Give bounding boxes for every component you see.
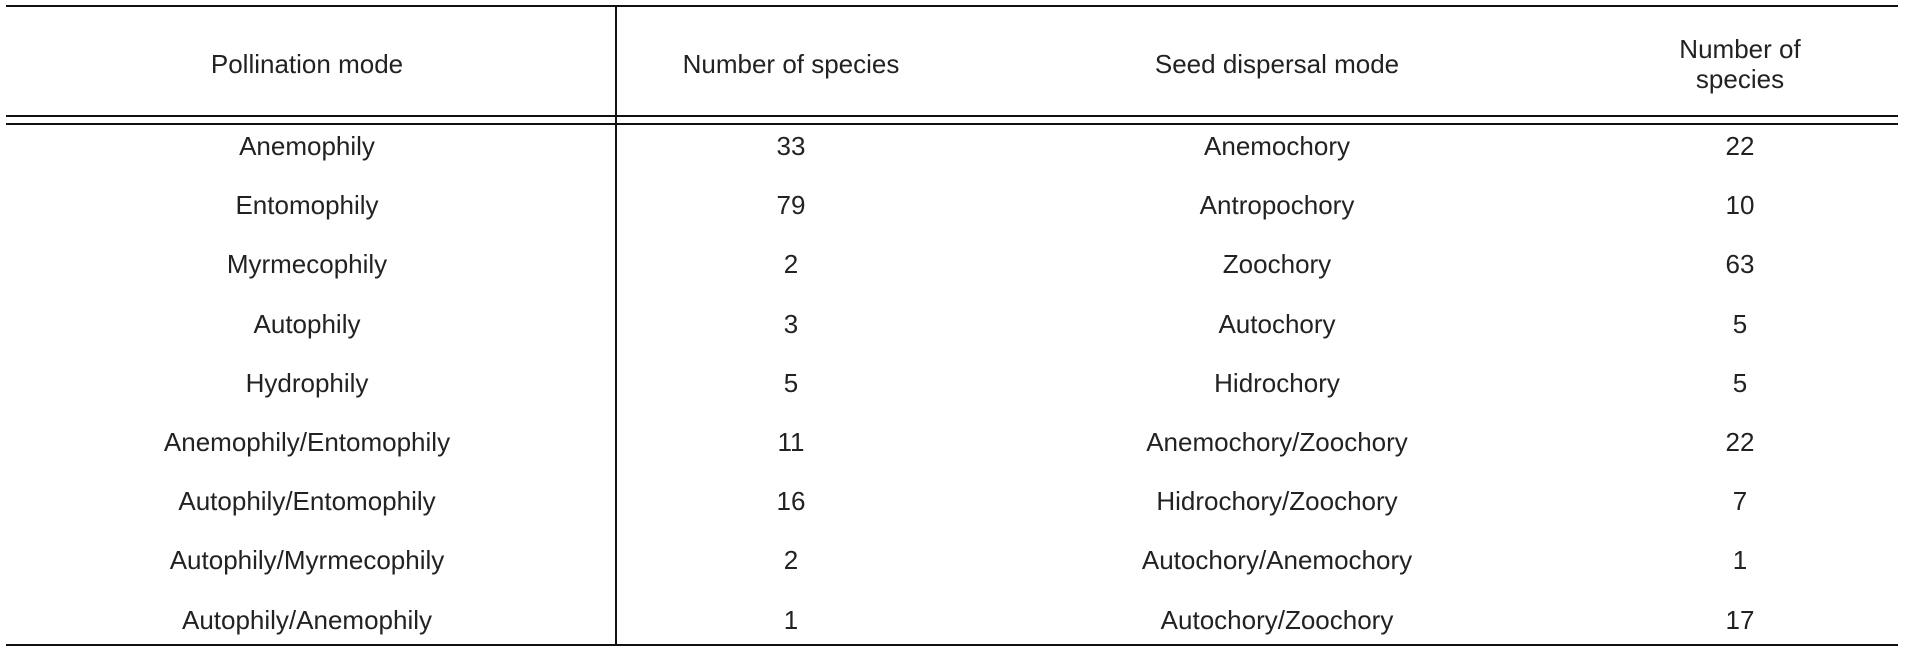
top-rule bbox=[6, 5, 1898, 7]
table-cell: 5 bbox=[783, 367, 799, 398]
table-cell: 5 bbox=[1732, 367, 1748, 398]
table-cell: Zoochory bbox=[1222, 249, 1332, 280]
table-cell: 22 bbox=[1725, 427, 1755, 457]
table-cell: 10 bbox=[1725, 190, 1755, 221]
table-cell: 33 bbox=[776, 131, 806, 161]
table-cell: Anemochory/Zoochory bbox=[1146, 427, 1408, 457]
column-divider bbox=[615, 5, 617, 646]
table-cell: Hidrochory bbox=[1214, 367, 1340, 398]
header-rule bbox=[6, 115, 1898, 117]
table-cell: Autophily/Anemophily bbox=[181, 604, 433, 635]
table-cell: Autochory bbox=[1218, 308, 1336, 339]
table-cell: Anemochory bbox=[1204, 131, 1350, 161]
header-cell: Seed dispersal mode bbox=[1154, 49, 1400, 79]
table-cell: 16 bbox=[776, 486, 806, 517]
table-cell: Entomophily bbox=[235, 190, 379, 221]
table-cell: 2 bbox=[783, 545, 799, 576]
table-cell: 17 bbox=[1725, 604, 1755, 635]
table-cell: 1 bbox=[783, 604, 799, 635]
header-cell: Number of species bbox=[1679, 34, 1801, 94]
table-cell: Autochory/Zoochory bbox=[1160, 604, 1394, 635]
table-cell: Autophily/Entomophily bbox=[178, 486, 436, 517]
table-cell: Autophily/Myrmecophily bbox=[169, 545, 445, 576]
table-cell: 7 bbox=[1732, 486, 1748, 517]
table-cell: Anemophily bbox=[239, 131, 375, 161]
table-cell: Autochory/Anemochory bbox=[1141, 545, 1413, 576]
header-rule bbox=[6, 123, 1898, 125]
table-cell: 79 bbox=[776, 190, 806, 221]
table-cell: Myrmecophily bbox=[226, 249, 388, 280]
table-cell: Hydrophily bbox=[245, 367, 369, 398]
table-cell: 1 bbox=[1732, 545, 1748, 576]
table-cell: Autophily bbox=[253, 308, 361, 339]
table-cell: 63 bbox=[1725, 249, 1755, 280]
bottom-rule bbox=[6, 644, 1898, 646]
header-cell: Pollination mode bbox=[210, 49, 404, 79]
table-cell: 3 bbox=[783, 308, 799, 339]
table-cell: 5 bbox=[1732, 308, 1748, 339]
table-cell: Hidrochory/Zoochory bbox=[1156, 486, 1398, 517]
header-cell: Number of species bbox=[682, 49, 900, 79]
table-cell: Anemophily/Entomophily bbox=[163, 427, 451, 457]
table-cell: Antropochory bbox=[1199, 190, 1355, 221]
table-cell: 2 bbox=[783, 249, 799, 280]
table-cell: 11 bbox=[777, 427, 805, 457]
table-cell: 22 bbox=[1725, 131, 1755, 161]
